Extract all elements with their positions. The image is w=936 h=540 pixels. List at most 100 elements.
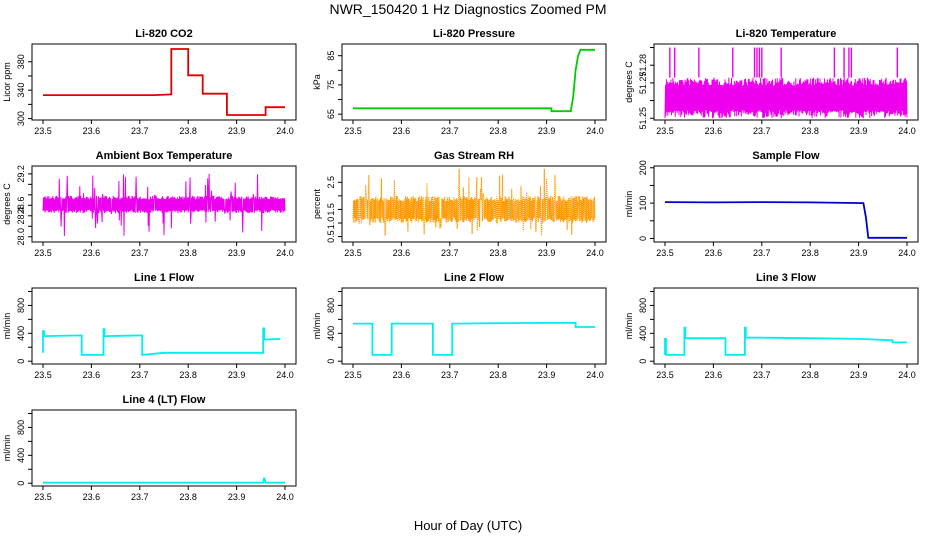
y-tick-label: 400: [16, 448, 26, 463]
x-tick-label: 23.8: [179, 492, 197, 502]
x-tick-label: 23.9: [850, 248, 868, 258]
data-layer: [664, 201, 907, 239]
panel-title: Li-820 CO2: [135, 28, 192, 40]
plot-frame: [341, 43, 607, 121]
x-tick-label: 23.5: [344, 370, 362, 380]
x-tick-label: 23.9: [850, 126, 868, 136]
y-tick-label: 200: [638, 160, 648, 175]
x-tick-label: 23.5: [34, 492, 52, 502]
y-tick-label: 100: [638, 196, 648, 211]
y-tick-label: 85: [326, 51, 336, 61]
y-axis-label: ml/min: [624, 313, 634, 340]
plot-frame: [653, 287, 919, 365]
data-layer: [352, 168, 596, 236]
panel-10: Line 4 (LT) Flow ml/min 23.5 23.6 23.7 23.8 23…: [2, 394, 297, 502]
y-tick-label: 800: [638, 298, 648, 313]
panel-title: Line 3 Flow: [756, 272, 816, 284]
y-axis-label: ml/min: [624, 191, 634, 218]
data-layer: [42, 173, 286, 237]
panel-2: Li-820 Pressure kPa 23.5 23.6 23.7 23.8 23.9 24…: [312, 28, 607, 136]
x-tick-label: 23.7: [131, 370, 149, 380]
x-tick-label: 24.0: [586, 370, 604, 380]
x-tick-label: 23.7: [131, 248, 149, 258]
x-tick-label: 23.8: [801, 248, 819, 258]
y-tick-label: 51.28: [638, 54, 648, 77]
panel-title: Line 1 Flow: [134, 272, 194, 284]
y-tick-label: 800: [16, 298, 26, 313]
panel-3: Li-820 Temperature degrees C 23.5 23.6 23.7 2…: [624, 28, 919, 136]
x-tick-label: 23.7: [753, 126, 771, 136]
x-tick-label: 24.0: [276, 370, 294, 380]
panel-title: Sample Flow: [752, 150, 820, 162]
x-tick-label: 23.8: [489, 370, 507, 380]
x-tick-label: 23.6: [393, 370, 411, 380]
y-tick-label: 1.5: [326, 203, 336, 216]
panel-title: Li-820 Temperature: [736, 28, 837, 40]
x-tick-label: 23.8: [801, 126, 819, 136]
x-tick-label: 23.5: [656, 126, 674, 136]
y-axis-label: ml/min: [2, 435, 12, 462]
x-tick-label: 23.7: [131, 492, 149, 502]
x-tick-label: 23.8: [179, 248, 197, 258]
data-layer: [43, 477, 285, 484]
x-tick-label: 23.6: [705, 370, 723, 380]
y-tick-label: 75: [326, 80, 336, 90]
x-tick-label: 23.9: [538, 248, 556, 258]
plot-frame: [653, 165, 919, 243]
x-tick-label: 23.8: [179, 370, 197, 380]
y-tick-label: 0: [326, 359, 336, 364]
y-tick-label: 29.2: [16, 165, 26, 183]
x-tick-label: 23.7: [753, 370, 771, 380]
x-tick-label: 23.9: [228, 492, 246, 502]
panel-6: Sample Flow ml/min 23.5 23.6 23.7 23.8 23.9 24.…: [624, 150, 919, 258]
x-tick-label: 23.7: [441, 370, 459, 380]
x-tick-label: 23.9: [538, 126, 556, 136]
x-tick-label: 23.6: [393, 126, 411, 136]
plot-frame: [341, 165, 607, 243]
x-tick-label: 23.9: [228, 370, 246, 380]
series-line: [353, 48, 595, 113]
y-tick-label: 65: [326, 109, 336, 119]
x-tick-label: 23.5: [344, 126, 362, 136]
y-tick-label: 340: [16, 83, 26, 98]
series-trace: [352, 168, 596, 236]
x-tick-label: 24.0: [276, 126, 294, 136]
panel-7: Line 1 Flow ml/min 23.5 23.6 23.7 23.8 23.9 24.…: [2, 272, 297, 380]
y-axis-label: ml/min: [2, 313, 12, 340]
y-tick-label: 0: [16, 359, 26, 364]
x-tick-label: 23.6: [83, 370, 101, 380]
series-line: [353, 322, 595, 356]
y-tick-label: 28.6: [16, 197, 26, 215]
data-layer: [353, 322, 595, 356]
x-tick-label: 23.8: [489, 248, 507, 258]
y-tick-label: 28.4: [16, 207, 26, 225]
series-trace: [664, 77, 908, 119]
x-axis-title: Hour of Day (UTC): [413, 518, 523, 533]
plot-frame: [653, 43, 919, 121]
x-tick-label: 23.5: [34, 370, 52, 380]
panel-8: Line 2 Flow ml/min 23.5 23.6 23.7 23.8 23.9 24.…: [312, 272, 607, 380]
x-tick-label: 24.0: [276, 248, 294, 258]
panel-4: Ambient Box Temperature degrees C 23.5 23.6…: [2, 150, 297, 258]
data-layer: [42, 327, 281, 356]
plot-frame: [341, 287, 607, 365]
y-tick-label: 0: [638, 359, 648, 364]
plot-frame: [31, 43, 297, 121]
y-tick-label: 400: [326, 326, 336, 341]
y-axis-label: degrees C: [624, 61, 634, 103]
y-tick-label: 800: [16, 420, 26, 435]
x-tick-label: 23.5: [344, 248, 362, 258]
x-tick-label: 23.7: [441, 248, 459, 258]
y-axis-label: Licor ppm: [2, 62, 12, 102]
x-tick-label: 23.9: [538, 370, 556, 380]
page-title: NWR_150420 1 Hz Diagnostics Zoomed PM: [329, 1, 607, 17]
x-tick-label: 23.6: [83, 248, 101, 258]
panel-1: Li-820 CO2 Licor ppm 23.5 23.6 23.7 23.8 23.9 2…: [2, 28, 297, 136]
series-line: [664, 326, 907, 356]
x-tick-label: 23.7: [753, 248, 771, 258]
y-tick-label: 51.25: [638, 107, 648, 130]
plot-frame: [31, 165, 297, 243]
x-tick-label: 23.7: [441, 126, 459, 136]
y-tick-label: 51.27: [638, 72, 648, 95]
